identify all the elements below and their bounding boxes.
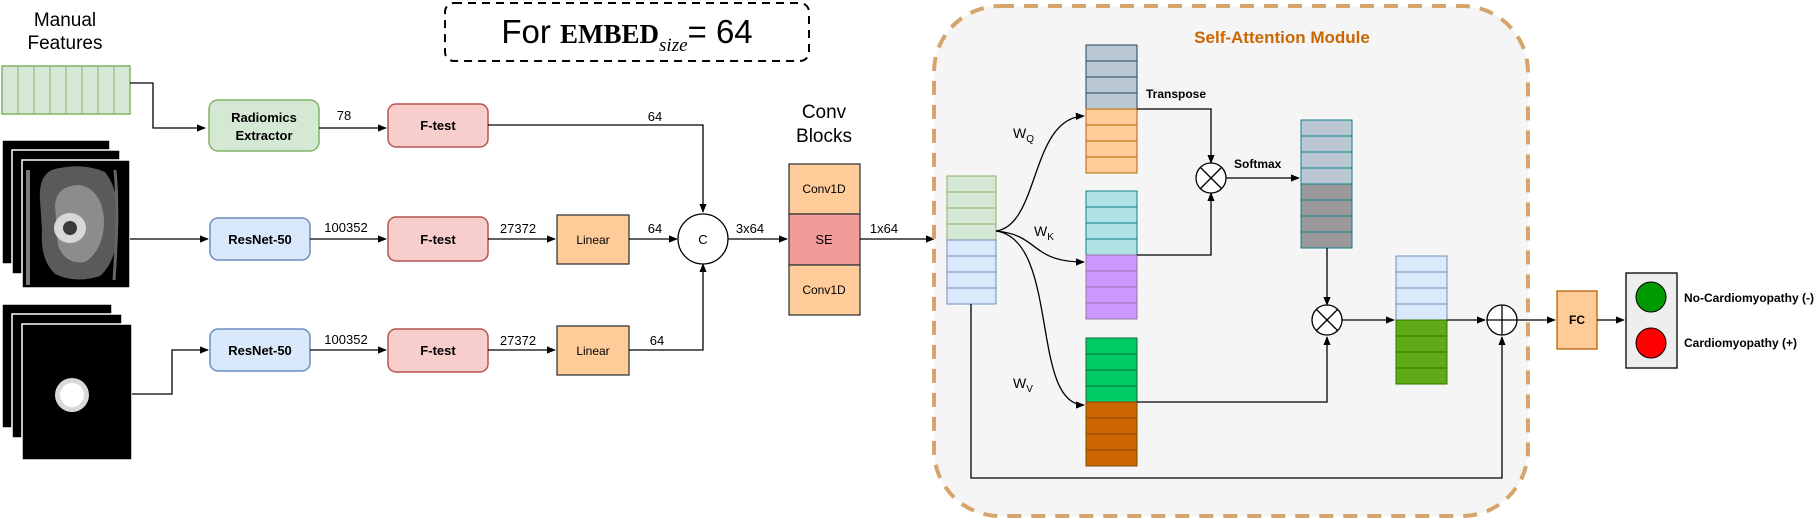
conv-blocks-label-2: Blocks — [796, 126, 852, 147]
key-matrix — [1085, 190, 1138, 320]
label-100352-bottom: 100352 — [324, 332, 367, 347]
title-word: EMBED — [560, 19, 659, 49]
attention-output-matrix — [1395, 255, 1448, 385]
residual-connection — [970, 304, 1506, 479]
label-27372-top: 27372 — [500, 221, 536, 236]
wk-label: WK — [1034, 223, 1054, 243]
arrow-mask-to-resnet — [132, 346, 209, 395]
arrow-manual-to-radiomics — [130, 82, 206, 132]
class-no-cardiomyopathy: No-Cardiomyopathy (-) — [1684, 291, 1814, 305]
embed-size-title: For EMBEDsize= 64 — [444, 2, 810, 62]
label-64-linear1: 64 — [648, 221, 662, 236]
arrow-value-to-multiply — [1137, 336, 1331, 403]
label-27372-bottom: 27372 — [500, 333, 536, 348]
concat-node: C — [677, 213, 729, 265]
svg-text:For EMBEDsize= 64: For EMBEDsize= 64 — [501, 13, 752, 56]
conv-blocks-label-1: Conv — [802, 102, 847, 123]
arrow-to-query — [995, 112, 1085, 232]
resnet-block-top: ResNet-50 — [209, 217, 311, 261]
multiply-node-qk — [1195, 162, 1227, 194]
manual-features-vector — [1, 65, 131, 115]
self-attention-module — [932, 4, 1530, 518]
label-64-ftest1: 64 — [648, 109, 662, 124]
label-100352-top: 100352 — [324, 220, 367, 235]
softmax-label: Softmax — [1234, 157, 1282, 171]
attention-weights-matrix — [1300, 119, 1353, 249]
mri-image-stack — [1, 139, 131, 289]
class-cardiomyopathy: Cardiomyopathy (+) — [1684, 336, 1797, 350]
wv-label: WV — [1013, 375, 1033, 395]
svg-text:FC: FC — [1569, 313, 1585, 327]
conv-blocks-stack: Conv1D SE Conv1D — [788, 163, 861, 316]
query-matrix — [1085, 44, 1138, 174]
mask-image-stack — [1, 303, 133, 461]
ftest-block-1: F-test — [387, 103, 489, 148]
output-classes — [1625, 272, 1678, 369]
self-attention-title: Self-Attention Module — [1194, 28, 1370, 47]
add-node — [1486, 304, 1518, 336]
manual-features-label-2: Features — [28, 33, 103, 54]
svg-text:F-test: F-test — [420, 118, 456, 133]
svg-text:Linear: Linear — [576, 233, 609, 247]
label-3x64: 3x64 — [736, 221, 764, 236]
value-matrix — [1085, 337, 1138, 467]
linear-block-2: Linear — [556, 325, 630, 376]
arrow-ftest1-to-concat — [488, 124, 707, 213]
label-64-linear2: 64 — [650, 333, 664, 348]
ftest-block-2: F-test — [387, 216, 489, 262]
svg-text:ResNet-50: ResNet-50 — [228, 232, 292, 247]
radiomics-label-1: Radiomics — [231, 110, 297, 125]
radiomics-extractor-block: Radiomics Extractor — [208, 99, 320, 152]
arrow-to-key — [995, 230, 1085, 266]
title-prefix: For — [501, 13, 560, 50]
transpose-label: Transpose — [1146, 87, 1206, 101]
arrow-linear2-to-concat — [629, 263, 707, 351]
svg-text:Linear: Linear — [576, 344, 609, 358]
title-suffix: = 64 — [688, 13, 753, 50]
radiomics-label-2: Extractor — [235, 128, 292, 143]
svg-text:F-test: F-test — [420, 343, 456, 358]
multiply-node-v — [1311, 304, 1343, 336]
svg-text:C: C — [698, 232, 707, 247]
wq-label: WQ — [1013, 125, 1034, 145]
linear-block-1: Linear — [556, 214, 630, 265]
svg-text:ResNet-50: ResNet-50 — [228, 343, 292, 358]
manual-features-label-1: Manual — [34, 10, 96, 31]
fc-block: FC — [1556, 290, 1598, 350]
label-78: 78 — [337, 108, 351, 123]
arrow-to-value — [995, 230, 1085, 409]
conv1d-top: Conv1D — [802, 182, 846, 196]
label-1x64: 1x64 — [870, 221, 898, 236]
ftest-block-3: F-test — [387, 328, 489, 373]
resnet-block-bottom: ResNet-50 — [209, 328, 311, 372]
se-block: SE — [815, 232, 833, 247]
title-subscript: size — [659, 35, 688, 56]
arrow-query-transpose — [1137, 108, 1215, 164]
input-embedding-vector — [946, 175, 997, 305]
conv1d-bottom: Conv1D — [802, 283, 846, 297]
svg-text:F-test: F-test — [420, 232, 456, 247]
arrow-key-to-multiply — [1137, 192, 1215, 256]
